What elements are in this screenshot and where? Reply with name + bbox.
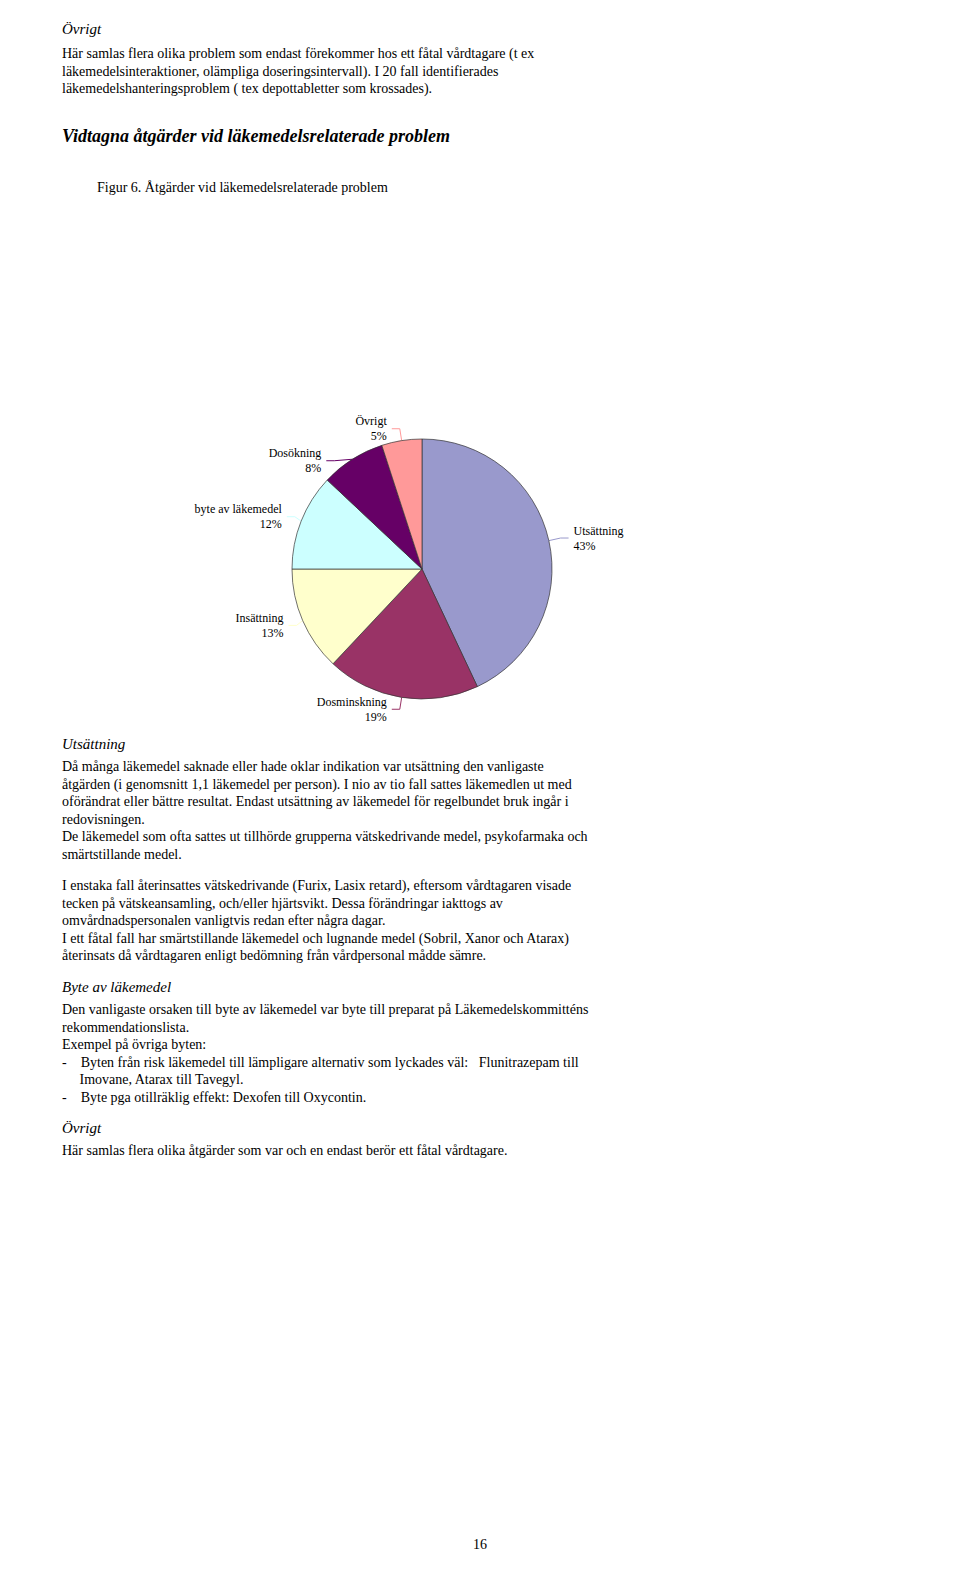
svg-text:oförändrat eller bättre result: oförändrat eller bättre resultat. Endast… <box>62 794 569 809</box>
svg-text:Här samlas flera olika problem: Här samlas flera olika problem som endas… <box>62 46 534 62</box>
svg-text:De läkemedel som ofta sattes u: De läkemedel som ofta sattes ut tillhörd… <box>62 829 588 844</box>
svg-text:16: 16 <box>473 1537 487 1552</box>
svg-text:Insättning: Insättning <box>236 611 284 625</box>
svg-text:återinsats då vårdtagaren enli: återinsats då vårdtagaren enligt bedömni… <box>62 948 486 963</box>
svg-text:- Byten från risk läkemedel: - Byten från risk läkemedel till lämplig… <box>62 1055 579 1070</box>
svg-text:5%: 5% <box>371 429 387 443</box>
svg-text:Den vanligaste orsaken till by: Den vanligaste orsaken till byte av läke… <box>62 1002 588 1017</box>
svg-text:13%: 13% <box>262 626 284 640</box>
svg-text:8%: 8% <box>305 461 321 475</box>
svg-text:Dosminskning: Dosminskning <box>317 695 387 709</box>
svg-text:Byte av läkemedel: Byte av läkemedel <box>62 979 171 995</box>
svg-text:43%: 43% <box>574 539 596 553</box>
svg-text:byte av läkemedel: byte av läkemedel <box>195 502 283 516</box>
svg-text:redovisningen.: redovisningen. <box>62 812 145 827</box>
svg-text:12%: 12% <box>260 517 282 531</box>
svg-text:Utsättning: Utsättning <box>574 524 624 538</box>
svg-text:Då många läkemedel saknade ell: Då många läkemedel saknade eller hade ok… <box>62 759 544 774</box>
svg-text:I ett fåtal fall har smärtstil: I ett fåtal fall har smärtstillande läke… <box>62 931 569 947</box>
svg-text:19%: 19% <box>365 710 387 724</box>
svg-text:läkemedelshanteringsproblem (: läkemedelshanteringsproblem ( tex depott… <box>62 81 432 97</box>
svg-text:Utsättning: Utsättning <box>62 736 126 752</box>
svg-text:I enstaka fall återinsattes vä: I enstaka fall återinsattes vätskedrivan… <box>62 878 571 894</box>
svg-text:läkemedelsinteraktioner, olämp: läkemedelsinteraktioner, olämpliga doser… <box>62 64 498 80</box>
svg-text:Dosökning: Dosökning <box>269 446 322 460</box>
svg-text:smärtstillande medel.: smärtstillande medel. <box>62 847 182 862</box>
svg-text:Exempel på övriga byten:: Exempel på övriga byten: <box>62 1037 206 1052</box>
svg-text:Övrigt: Övrigt <box>355 414 387 428</box>
svg-text:Imovane, Atarax till Tavegyl.: Imovane, Atarax till Tavegyl. <box>62 1072 244 1087</box>
svg-text:Figur 6. Åtgärder vid läkemede: Figur 6. Åtgärder vid läkemedelsrelatera… <box>97 180 388 195</box>
svg-text:åtgärden (i genomsnitt 1,1 läk: åtgärden (i genomsnitt 1,1 läkemedel per… <box>62 777 572 793</box>
svg-text:rekommendationslista.: rekommendationslista. <box>62 1020 189 1035</box>
svg-text:tecken på vätskeansamling, och: tecken på vätskeansamling, och/eller hjä… <box>62 896 503 911</box>
svg-text:Här samlas flera olika åtgärde: Här samlas flera olika åtgärder som var … <box>62 1143 507 1158</box>
svg-text:Övrigt: Övrigt <box>62 1120 102 1136</box>
svg-text:omvårdnadspersonalen vanligtvi: omvårdnadspersonalen vanligtvis redan ef… <box>62 913 385 928</box>
svg-text:- Byte pga otillräklig effe: - Byte pga otillräklig effekt: Dexofen t… <box>62 1090 366 1105</box>
svg-text:Vidtagna åtgärder vid läkemede: Vidtagna åtgärder vid läkemedelsrelatera… <box>62 126 450 146</box>
svg-text:Övrigt: Övrigt <box>62 21 102 37</box>
